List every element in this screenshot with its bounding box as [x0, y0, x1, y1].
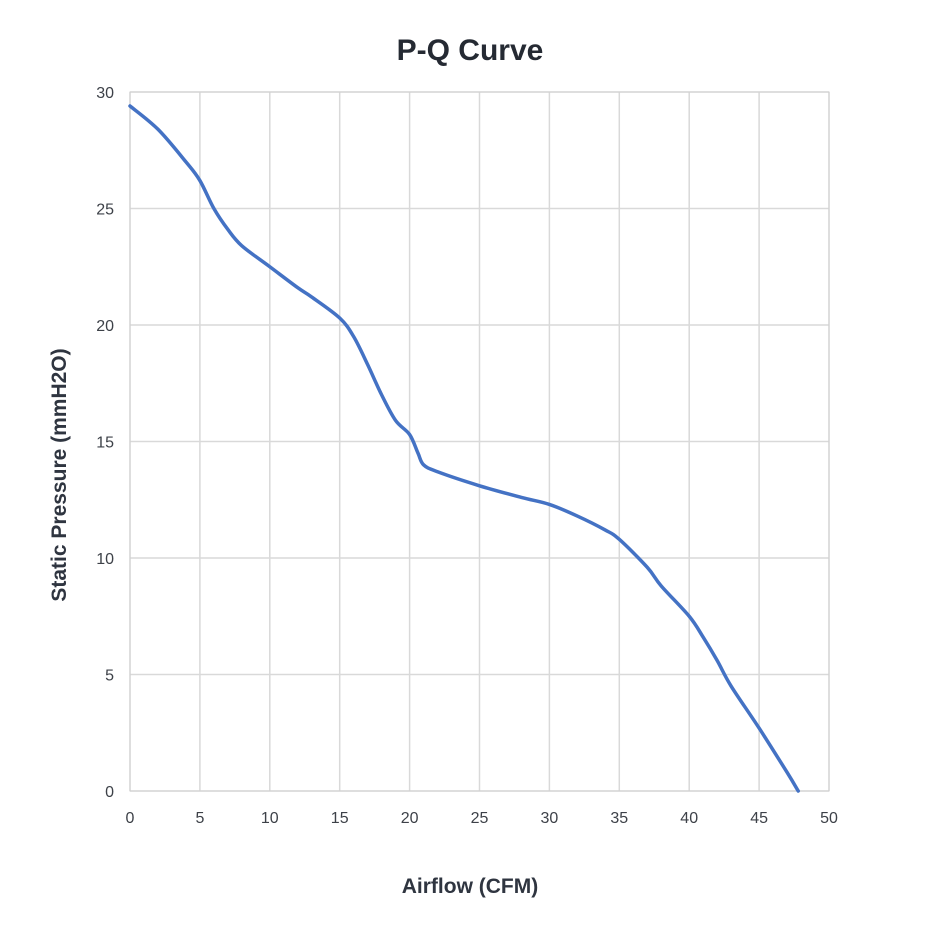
- chart-title: P-Q Curve: [397, 34, 544, 67]
- x-tick-label: 45: [750, 810, 768, 827]
- y-tick-label: 0: [105, 784, 114, 801]
- y-tick-label: 15: [96, 435, 114, 452]
- x-tick-label: 15: [331, 810, 349, 827]
- x-tick-label: 25: [471, 810, 489, 827]
- x-tick-label: 30: [541, 810, 559, 827]
- x-tick-label: 10: [261, 810, 279, 827]
- y-tick-label: 30: [96, 85, 114, 102]
- x-tick-label: 5: [195, 810, 204, 827]
- y-tick-label: 25: [96, 202, 114, 219]
- y-axis-ticks: 0 5 10 15 20 25 30: [96, 85, 114, 801]
- y-tick-label: 5: [105, 668, 114, 685]
- x-tick-label: 40: [680, 810, 698, 827]
- x-tick-label: 35: [610, 810, 628, 827]
- x-axis-title: Airflow (CFM): [402, 875, 538, 898]
- pq-series-line: [128, 104, 800, 793]
- grid: [129, 91, 830, 792]
- series-layer: [128, 104, 800, 793]
- x-tick-label: 20: [401, 810, 419, 827]
- x-tick-label: 50: [820, 810, 838, 827]
- x-axis-ticks: 0 5 10 15 20 25 30 35 40 45 50: [126, 810, 838, 827]
- y-tick-label: 20: [96, 318, 114, 335]
- x-tick-label: 0: [126, 810, 135, 827]
- y-tick-label: 10: [96, 551, 114, 568]
- y-axis-title: Static Pressure (mmH2O): [48, 348, 71, 601]
- plot-area-border: [129, 91, 830, 792]
